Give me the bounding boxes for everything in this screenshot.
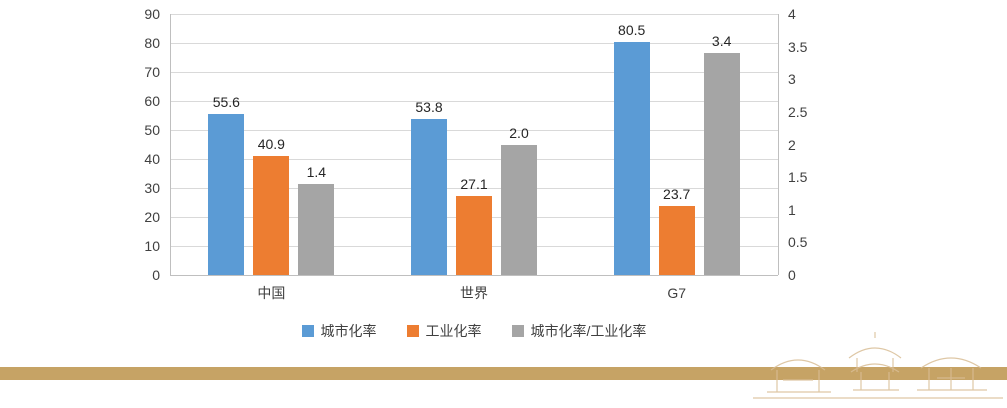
bar-series-1 [253, 156, 290, 275]
legend-swatch [406, 325, 419, 337]
left-axis-tick-label: 10 [144, 238, 160, 254]
bar-series-2 [298, 183, 335, 275]
bar-value-label: 27.1 [460, 176, 488, 193]
bar-series-1 [456, 196, 492, 275]
right-axis-line [778, 14, 779, 275]
bar-series-2 [501, 144, 537, 275]
bar-value-label: 80.5 [618, 21, 646, 38]
bar-value-label: 53.8 [415, 98, 443, 115]
right-axis-tick-label: 3 [788, 71, 796, 88]
right-axis-tick-label: 3.5 [788, 38, 808, 55]
category-label: 中国 [257, 285, 286, 301]
legend: 城市化率 工业化率 城市化率/工业化率 [170, 321, 778, 341]
footer-band [0, 367, 1007, 380]
right-axis-tick-label: 2.5 [788, 103, 808, 120]
gridline [170, 42, 778, 44]
bar-series-1 [658, 206, 695, 275]
gridline [170, 274, 778, 276]
left-axis-tick-label: 30 [144, 180, 160, 196]
legend-item: 工业化率 [406, 321, 482, 341]
category-label: 世界 [460, 285, 488, 301]
gridline [170, 100, 778, 102]
decorative-building-sketch [753, 332, 1003, 399]
right-axis-tick-label: 4 [788, 6, 796, 22]
left-axis-tick-label: 0 [152, 267, 160, 283]
left-axis-tick-label: 20 [144, 209, 160, 225]
legend-label: 城市化率/工业化率 [530, 323, 647, 339]
right-axis-tick-label: 1 [788, 201, 796, 218]
category-label: G7 [667, 285, 686, 301]
bar-series-0 [411, 118, 447, 275]
gridline [170, 187, 778, 189]
bar-value-label: 23.7 [663, 186, 691, 203]
bar-series-0 [613, 41, 650, 275]
right-axis-tick-label: 1.5 [788, 169, 808, 186]
bar-value-label: 40.9 [257, 136, 285, 153]
left-axis-tick-label: 40 [144, 151, 160, 167]
gridline [170, 158, 778, 160]
left-axis-tick-label: 50 [144, 122, 160, 138]
left-axis-tick-label: 70 [144, 64, 160, 80]
sketch-strokes [753, 332, 1003, 399]
gridline [170, 129, 778, 131]
bar-series-2 [703, 53, 740, 275]
left-axis-tick-label: 60 [144, 93, 160, 109]
left-axis-tick-label: 90 [144, 6, 160, 22]
right-axis-tick-label: 0.5 [788, 234, 808, 251]
left-axis-line [170, 14, 171, 275]
bar-value-label: 2.0 [509, 124, 529, 141]
left-axis-tick-label: 80 [144, 35, 160, 51]
right-axis-tick-label: 0 [788, 267, 796, 283]
bar-value-label: 3.4 [711, 33, 732, 50]
gridline [170, 71, 778, 73]
legend-label: 工业化率 [425, 323, 482, 339]
legend-swatch [301, 325, 314, 337]
bar-value-label: 1.4 [306, 163, 327, 180]
bar-series-0 [208, 113, 245, 275]
legend-swatch [511, 325, 524, 337]
legend-item: 城市化率 [301, 321, 377, 341]
gridline [170, 13, 778, 15]
legend-label: 城市化率 [320, 323, 377, 339]
bar-value-label: 55.6 [212, 93, 240, 110]
legend-item: 城市化率/工业化率 [511, 321, 647, 341]
right-axis-tick-label: 2 [788, 136, 796, 153]
